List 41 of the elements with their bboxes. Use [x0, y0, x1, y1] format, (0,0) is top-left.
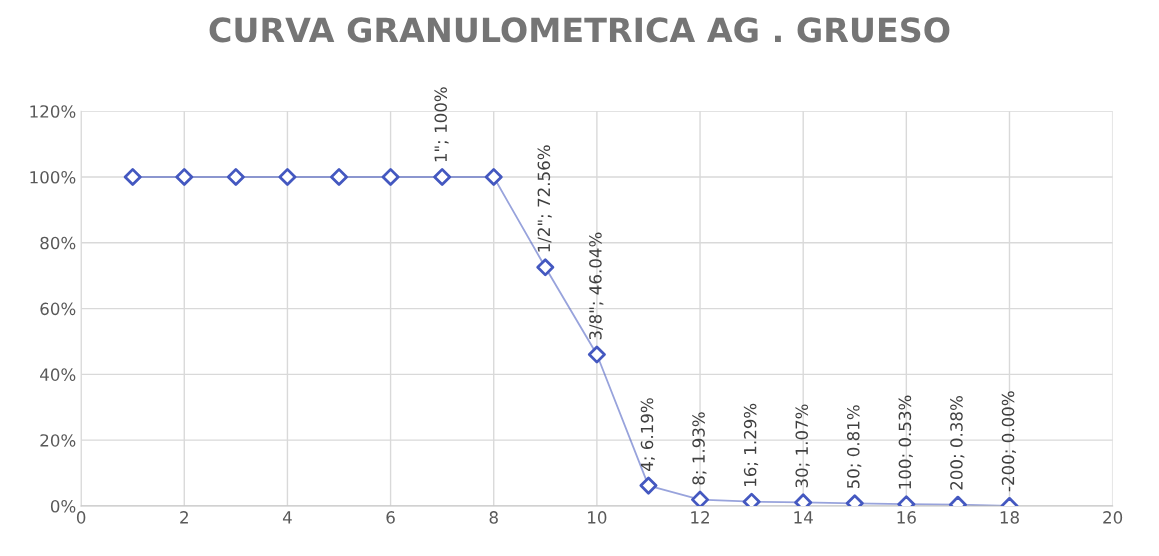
data-label: -200; 0.00%: [1001, 391, 1017, 492]
point: [175, 168, 194, 186]
x-tick-label: 4: [282, 511, 292, 524]
data-label: 4; 6.19%: [640, 398, 655, 471]
data-label: 1"; 100%: [434, 87, 449, 162]
data-label: 3/8"; 46.04%: [589, 232, 604, 340]
x-tick-label: 20: [1103, 511, 1123, 524]
data-label: 1/2"; 72.56%: [537, 145, 552, 252]
point: [278, 168, 297, 186]
x-tick-label: 14: [794, 511, 813, 524]
y-tick-label: 20%: [40, 434, 76, 447]
y-tick-label: 0%: [50, 499, 76, 513]
y-tick-label: 100%: [30, 170, 76, 184]
data-label: 16; 1.29%: [743, 403, 759, 486]
point: [226, 168, 245, 186]
data-label: 50; 0.81%: [846, 405, 862, 489]
x-tick-label: 2: [180, 511, 188, 524]
y-tick-label: 80%: [40, 236, 76, 250]
point: [123, 168, 142, 186]
y-tick-label: 120%: [30, 105, 76, 118]
x-tick-label: 6: [386, 511, 395, 524]
x-tick-label: 0: [76, 511, 86, 524]
x-tick-label: 12: [691, 511, 709, 524]
point: [536, 258, 555, 277]
x-tick-label: 18: [1000, 511, 1019, 524]
point: [381, 168, 400, 186]
data-label: 30; 1.07%: [795, 404, 810, 488]
point: [691, 490, 710, 506]
x-tick-label: 16: [897, 511, 916, 524]
point: [433, 168, 452, 186]
data-label: 200; 0.38%: [950, 396, 965, 490]
data-label: 100; 0.53%: [898, 395, 913, 489]
y-tick-label: 60%: [40, 302, 76, 316]
chart-title: CURVA GRANULOMETRICA AG . GRUESO: [209, 17, 950, 43]
x-tick-label: 10: [588, 511, 607, 524]
x-tick-label: 8: [489, 511, 498, 524]
y-tick-label: 40%: [40, 368, 76, 381]
point: [484, 168, 503, 186]
data-label: 8; 1.93%: [692, 412, 707, 485]
point: [587, 345, 606, 364]
point: [330, 168, 348, 186]
